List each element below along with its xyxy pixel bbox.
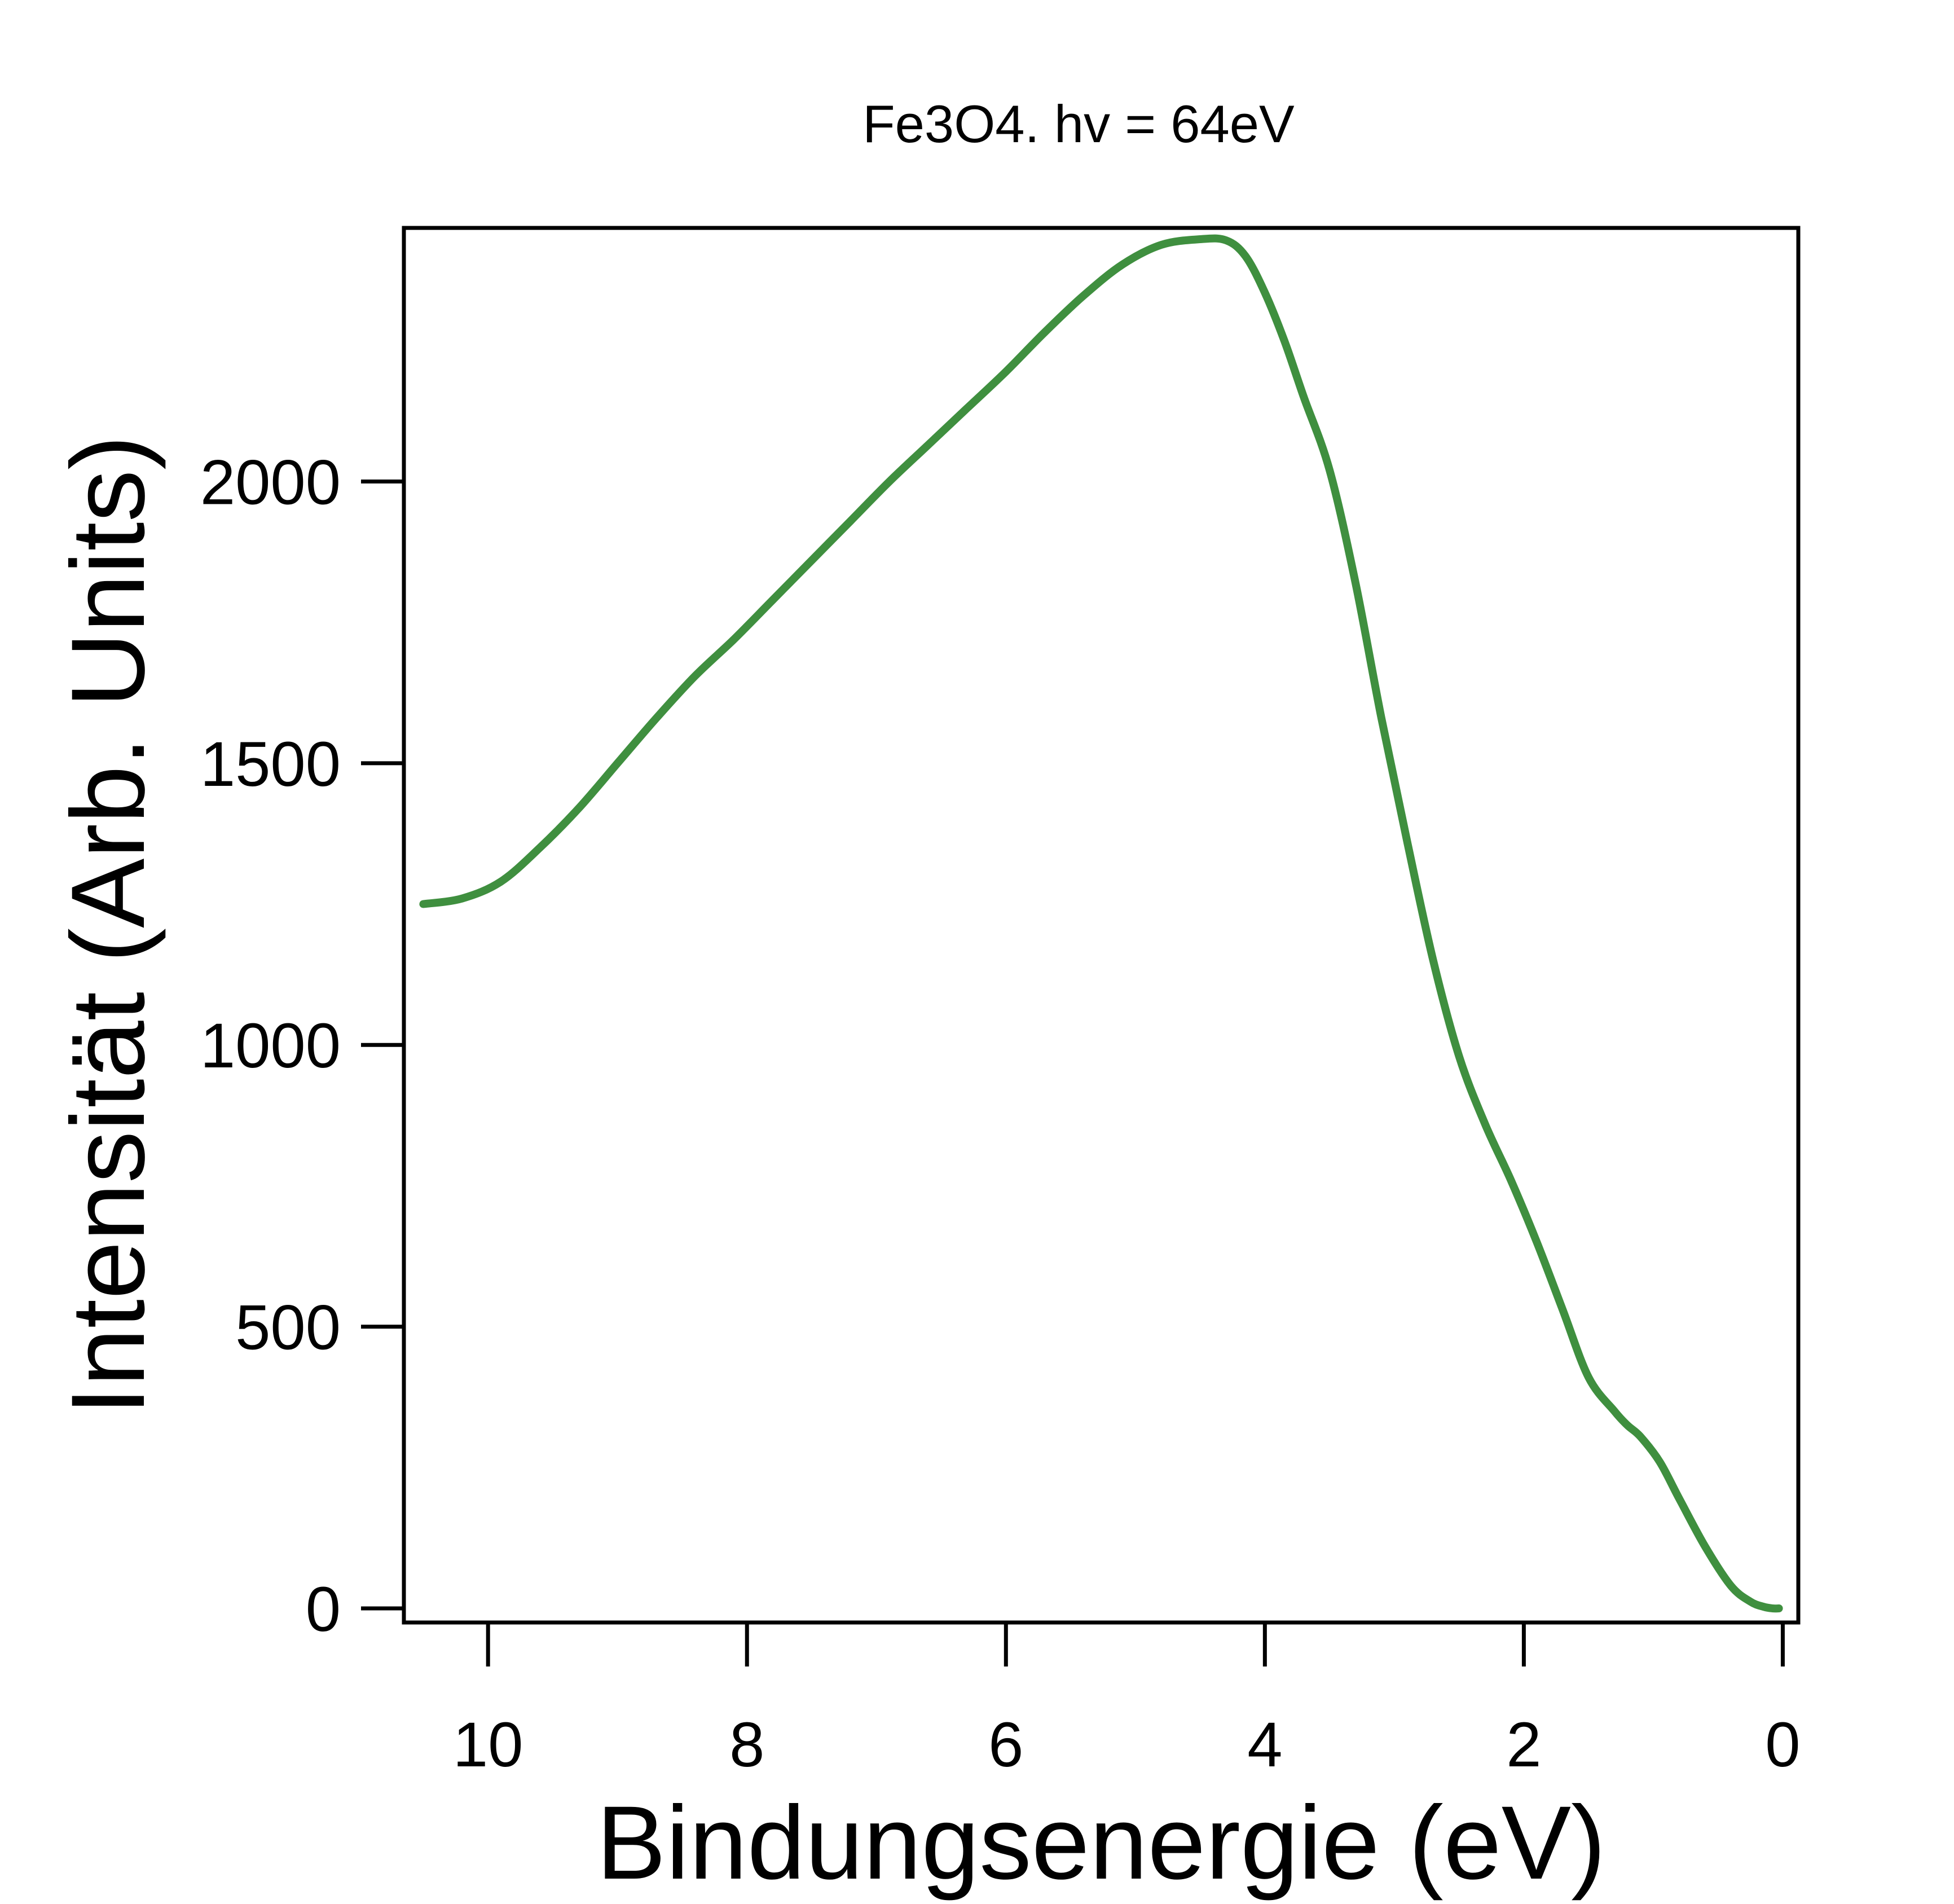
y-tick-label: 500 [235, 1292, 341, 1363]
x-tick-label: 2 [1506, 1709, 1541, 1780]
x-axis-ticks: 10 8 6 4 2 0 [453, 1622, 1801, 1780]
x-tick-label: 8 [729, 1709, 764, 1780]
x-tick-label: 4 [1247, 1709, 1282, 1780]
y-tick-label: 1500 [200, 729, 341, 799]
data-series-line [419, 234, 1783, 1613]
x-tick-label: 6 [988, 1709, 1023, 1780]
plot-frame [402, 226, 1801, 1625]
y-tick-label: 0 [306, 1574, 341, 1644]
y-axis-label: Intensität (Arb. Units) [50, 435, 166, 1415]
x-tick-label: 10 [453, 1709, 523, 1780]
x-axis-label: Bindungsenergie (eV) [596, 1785, 1605, 1901]
chart-title: Fe3O4. hv = 64eV [862, 94, 1295, 153]
y-tick-label: 1000 [200, 1010, 341, 1081]
x-tick-label: 0 [1765, 1709, 1800, 1780]
y-axis-ticks: 0 500 1000 1500 2000 [200, 447, 404, 1644]
y-tick-label: 2000 [200, 447, 341, 517]
